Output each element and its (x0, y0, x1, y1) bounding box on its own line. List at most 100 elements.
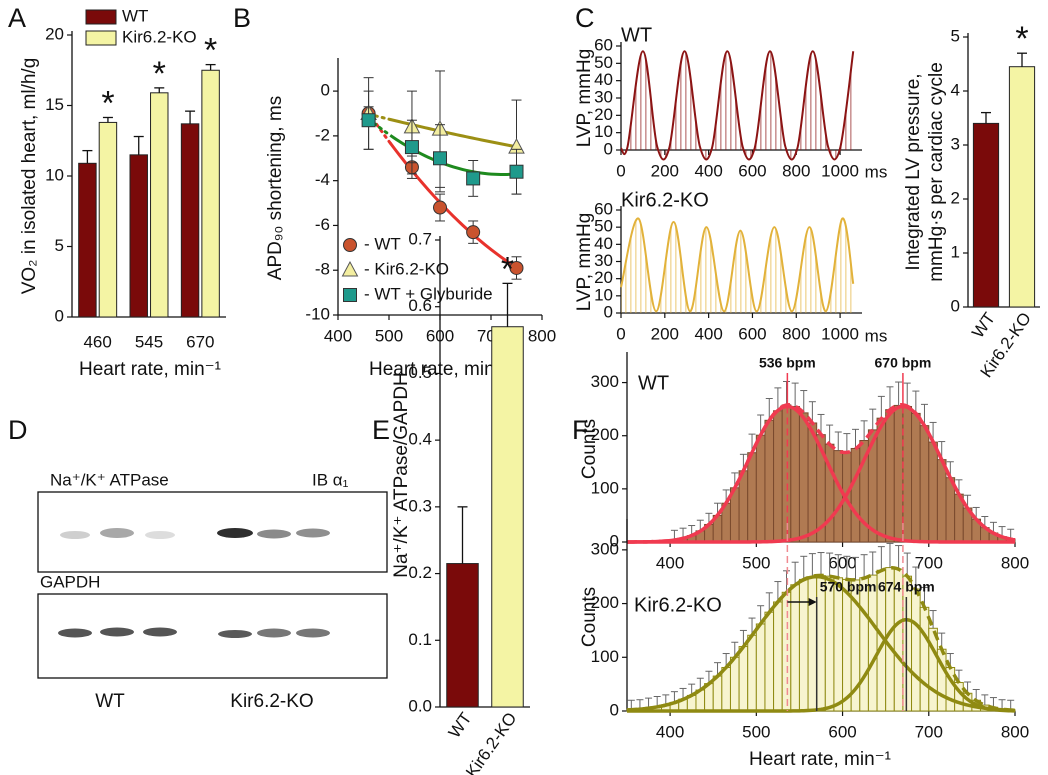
bar (150, 92, 169, 318)
histogram-bar (764, 419, 775, 543)
significance-marker: * (101, 84, 114, 122)
y-tick-label: 30 (594, 251, 613, 270)
trace-fill (621, 218, 854, 313)
y-tick-label: 0 (610, 700, 619, 719)
panel-letter: F (572, 415, 589, 445)
y-tick-label: 0.1 (408, 630, 432, 649)
histogram-bar (833, 577, 844, 712)
y-tick-label: 1 (951, 242, 960, 261)
x-tick-label: 545 (135, 332, 163, 351)
trace (620, 217, 855, 313)
blot-band (58, 628, 92, 638)
x-tick-label: 0 (616, 324, 625, 343)
y-tick-label: 0 (321, 81, 330, 100)
bar (491, 326, 524, 708)
histogram-bar (859, 577, 869, 712)
histogram-bar (902, 575, 913, 712)
y-tick-label: 0.5 (408, 363, 432, 382)
x-tick-label: 800 (528, 326, 556, 345)
bar (1008, 66, 1036, 308)
histogram-bar (911, 412, 921, 543)
x-tick-label: 500 (375, 326, 403, 345)
y-tick-label: 20 (45, 24, 64, 43)
y-tick-label: 0 (604, 302, 613, 321)
bar (201, 69, 220, 318)
significance-marker: * (1015, 20, 1028, 58)
y-tick-label: 10 (594, 285, 613, 304)
x-tick-label: 800 (782, 161, 810, 180)
panel-label: WT (638, 372, 669, 394)
histogram-bar (721, 666, 731, 712)
blot-band (100, 627, 134, 637)
y-tick-label: 20 (594, 105, 613, 124)
y-tick-label: 60 (594, 35, 613, 54)
blot-band (145, 531, 175, 539)
legend-label: - WT (364, 234, 401, 253)
y-tick-label: 0.4 (408, 430, 432, 449)
significance-marker: * (153, 55, 166, 93)
legend-marker (343, 288, 357, 302)
legend-marker (341, 260, 359, 277)
histogram-bar (798, 412, 809, 543)
x-tick-label: 670 (186, 332, 214, 351)
histogram-bar (919, 425, 930, 543)
histogram-bar (807, 576, 818, 712)
blot-band (296, 628, 330, 638)
histogram-bar (712, 675, 723, 712)
y-tick-label: 200 (591, 593, 619, 612)
x-tick-label: 600 (828, 553, 856, 572)
x-tick-label: 400 (656, 722, 684, 741)
fit-curve (627, 404, 1016, 544)
panel-label: Kir6.2-KO (634, 594, 722, 616)
bar (180, 123, 200, 318)
y-tick-label: 0.2 (408, 563, 432, 582)
y-tick-label: 0 (604, 139, 613, 158)
trace (620, 50, 855, 161)
x-tick-label: 600 (738, 324, 766, 343)
bar (98, 121, 118, 318)
bar (446, 563, 479, 708)
y-tick-label: 40 (594, 234, 613, 253)
histogram-bar (729, 656, 740, 712)
x-tick-label: 800 (1001, 722, 1029, 741)
y-tick-label: 0.3 (408, 496, 432, 515)
blot-group: WT (95, 691, 125, 712)
histogram-bar (755, 434, 766, 543)
y-tick-label: 0.0 (408, 696, 432, 715)
peak-label: 570 bpm (820, 579, 877, 595)
x-tick-label: 1000 (821, 324, 859, 343)
point (433, 151, 447, 166)
histogram-bar (911, 588, 921, 712)
y-tick-label: 10 (45, 165, 64, 184)
legend-marker (343, 238, 357, 252)
x-tick-label: 800 (782, 324, 810, 343)
x-tick-label: 700 (915, 553, 943, 572)
y-axis-title: LVP, mmHg (574, 213, 595, 312)
y-tick-label: -8 (315, 260, 330, 279)
y-tick-label: 200 (591, 425, 619, 444)
blot-band (296, 528, 330, 538)
histogram-bar (833, 450, 844, 543)
x-axis-title: Heart rate, min⁻¹ (749, 749, 891, 770)
x-tick-label: 200 (651, 161, 679, 180)
legend-label: - Kir6.2-KO (364, 259, 449, 278)
histogram-bar (781, 404, 792, 543)
histogram-bar (790, 405, 800, 543)
x-tick-label: 460 (83, 332, 111, 351)
point (404, 140, 419, 155)
histogram-bar (781, 591, 792, 712)
y-tick-label: 300 (591, 539, 619, 558)
point (509, 260, 524, 275)
y-tick-label: 2 (951, 188, 960, 207)
y-tick-label: 15 (45, 95, 64, 114)
histogram-bar (842, 578, 852, 712)
x-tick-label: WT (445, 709, 476, 742)
x-tick-label: 600 (828, 722, 856, 741)
fit-sum (626, 403, 1016, 544)
y-tick-label: 4 (951, 80, 960, 99)
histogram-bar (798, 578, 809, 712)
blot-band (143, 627, 177, 637)
y-tick-label: -10 (305, 304, 330, 323)
histogram-bar (936, 459, 947, 543)
